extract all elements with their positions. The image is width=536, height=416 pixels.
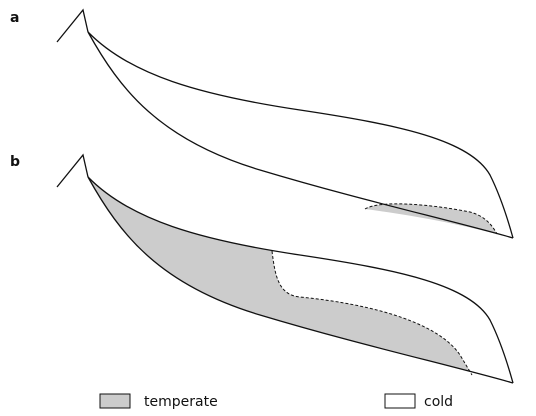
temperate-zone [365,204,497,234]
legend-label: cold [424,394,453,410]
legend-label: temperate [144,394,218,410]
diagram: a b temperate cold [0,0,536,416]
panel-label: a [10,10,19,26]
legend-swatch [385,394,415,408]
mountain [57,155,88,187]
mountain [57,10,88,42]
legend-swatch [100,394,130,408]
panel-label: b [10,154,20,170]
bed [88,32,513,238]
glacier-a [57,10,513,238]
glacier-b [57,155,513,383]
surface [88,32,513,238]
